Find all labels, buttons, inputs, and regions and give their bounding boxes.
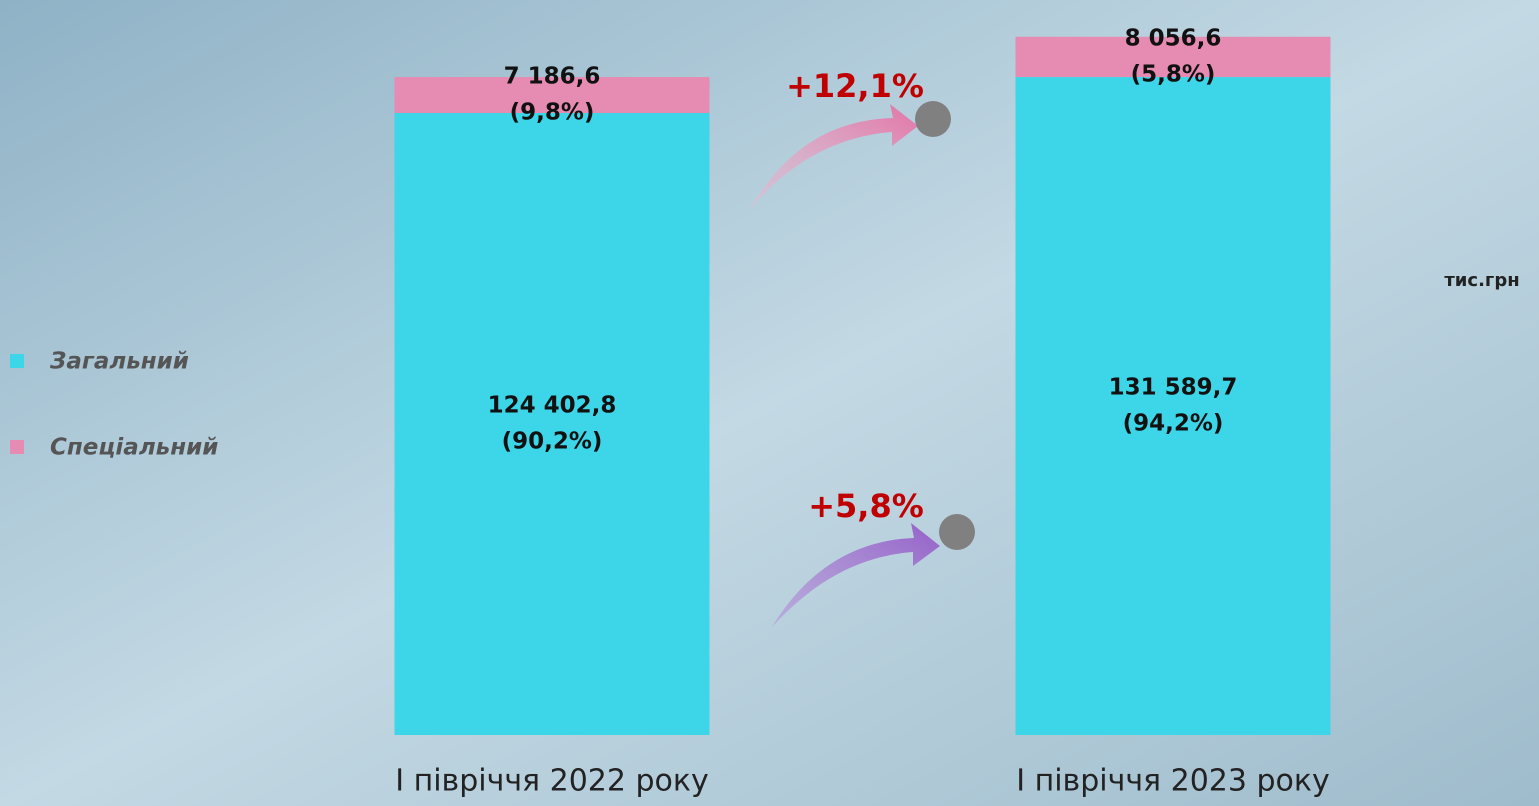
bar-segment xyxy=(1015,77,1331,735)
annotation: +5,8% xyxy=(808,487,924,525)
value-label: 7 186,6 xyxy=(504,64,601,90)
value-label: 124 402,8 xyxy=(488,392,617,418)
bar-segment xyxy=(394,112,710,735)
legend-swatch xyxy=(10,440,24,454)
x-tick-label: І півріччя 2023 року xyxy=(1016,764,1330,799)
arrow-dot xyxy=(939,514,975,550)
share-label: (90,2%) xyxy=(502,428,603,454)
legend-swatch xyxy=(10,354,24,368)
bar-segment xyxy=(1015,36,1331,78)
legend-label: Загальний xyxy=(49,349,189,375)
arrow xyxy=(748,104,918,212)
share-label: (9,8%) xyxy=(510,100,595,126)
share-label: (94,2%) xyxy=(1123,411,1224,437)
value-label: 131 589,7 xyxy=(1109,375,1238,401)
bar-segment xyxy=(394,77,710,113)
share-label: (5,8%) xyxy=(1131,61,1216,87)
arrow-dot xyxy=(915,101,951,137)
unit-label: тис.грн xyxy=(1444,270,1519,291)
legend-label: Спеціальний xyxy=(50,435,218,461)
annotation: +12,1% xyxy=(786,67,924,105)
arrow xyxy=(772,523,940,627)
x-tick-label: І півріччя 2022 року xyxy=(395,764,709,799)
value-label: 8 056,6 xyxy=(1125,25,1222,51)
